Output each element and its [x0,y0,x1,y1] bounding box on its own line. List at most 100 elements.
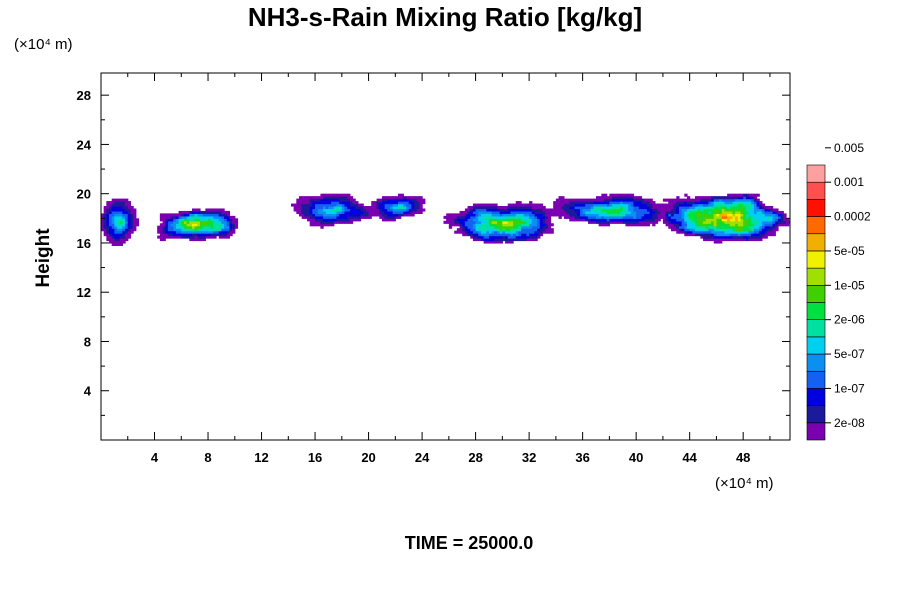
heatmap-cell [593,213,597,217]
heatmap-cell [355,208,359,212]
heatmap-cell [719,225,723,229]
heatmap-cell [630,198,635,202]
heatmap-cell [571,210,576,214]
heatmap-cell [545,230,549,234]
x-tick-label: 4 [151,450,159,465]
heatmap-cell [761,235,766,239]
heatmap-cell [328,201,332,205]
heatmap-cell [783,220,787,224]
heatmap-cell [721,210,726,214]
heatmap-cell [614,215,619,219]
heatmap-cell [331,210,335,214]
heatmap-cell [697,233,701,237]
heatmap-cell [537,218,541,222]
heatmap-cell [740,213,744,217]
heatmap-cell [545,218,549,222]
heatmap-cell [620,210,624,214]
heatmap-cell [208,235,212,239]
heatmap-cell [357,210,362,214]
heatmap-cell [662,218,667,222]
heatmap-cell [384,203,388,207]
heatmap-cell [325,215,330,219]
heatmap-cell [617,220,621,224]
heatmap-cell [478,228,482,232]
heatmap-cell [178,223,182,227]
heatmap-cell [531,215,536,219]
heatmap-cell [416,203,421,207]
heatmap-cell [625,203,629,207]
heatmap-cell [127,225,132,229]
heatmap-cell [785,223,790,227]
heatmap-cell [652,215,656,219]
heatmap-cell [745,225,750,229]
heatmap-cell [483,215,487,219]
heatmap-cell [590,203,594,207]
heatmap-cell [612,203,616,207]
heatmap-cell [400,198,404,202]
heatmap-cell [486,210,490,214]
heatmap-cell [448,225,453,229]
heatmap-cell [494,220,498,224]
heatmap-cell [625,193,629,197]
heatmap-cell [221,228,225,232]
heatmap-cell [355,203,359,207]
heatmap-cell [716,208,720,212]
heatmap-cell [475,206,479,210]
heatmap-cell [165,220,169,224]
heatmap-cell [587,210,592,214]
heatmap-cell [518,201,522,205]
heatmap-cell [347,220,351,224]
heatmap-cell [467,206,471,210]
heatmap-cell [633,223,637,227]
heatmap-cell [708,203,712,207]
heatmap-cell [414,208,418,212]
heatmap-cell [218,228,223,232]
heatmap-cell [705,225,709,229]
heatmap-cell [695,228,699,232]
heatmap-cell [759,215,763,219]
heatmap-cell [122,203,126,207]
heatmap-cell [732,213,736,217]
heatmap-cell [159,213,164,217]
heatmap-cell [561,201,565,205]
heatmap-cell [735,220,739,224]
heatmap-cell [365,206,370,210]
heatmap-cell [296,210,300,214]
heatmap-cell [579,206,584,210]
heatmap-cell [689,223,693,227]
heatmap-cell [719,240,723,244]
heatmap-cell [587,213,592,217]
heatmap-cell [654,215,659,219]
heatmap-cell [665,208,669,212]
heatmap-cell [331,208,335,212]
heatmap-cell [130,210,134,214]
heatmap-cell [221,235,225,239]
heatmap-cell [601,203,605,207]
heatmap-cell [695,223,699,227]
heatmap-cell [464,223,469,227]
heatmap-cell [523,203,528,207]
heatmap-cell [732,225,736,229]
heatmap-cell [692,233,696,237]
heatmap-cell [558,201,562,205]
heatmap-cell [472,215,477,219]
heatmap-cell [355,218,359,222]
heatmap-cell [590,201,594,205]
heatmap-cell [398,213,402,217]
heatmap-cell [526,215,530,219]
heatmap-cell [713,235,718,239]
heatmap-cell [708,230,712,234]
heatmap-cell [106,215,110,219]
heatmap-cell [357,203,362,207]
heatmap-cell [328,223,332,227]
heatmap-cell [325,203,330,207]
heatmap-cell [601,208,605,212]
heatmap-cell [700,233,704,237]
heatmap-cell [721,220,726,224]
heatmap-cell [122,225,126,229]
heatmap-cell [596,218,600,222]
heatmap-cell [534,225,538,229]
heatmap-cell [684,206,688,210]
heatmap-cell [563,206,568,210]
heatmap-cell [636,198,640,202]
